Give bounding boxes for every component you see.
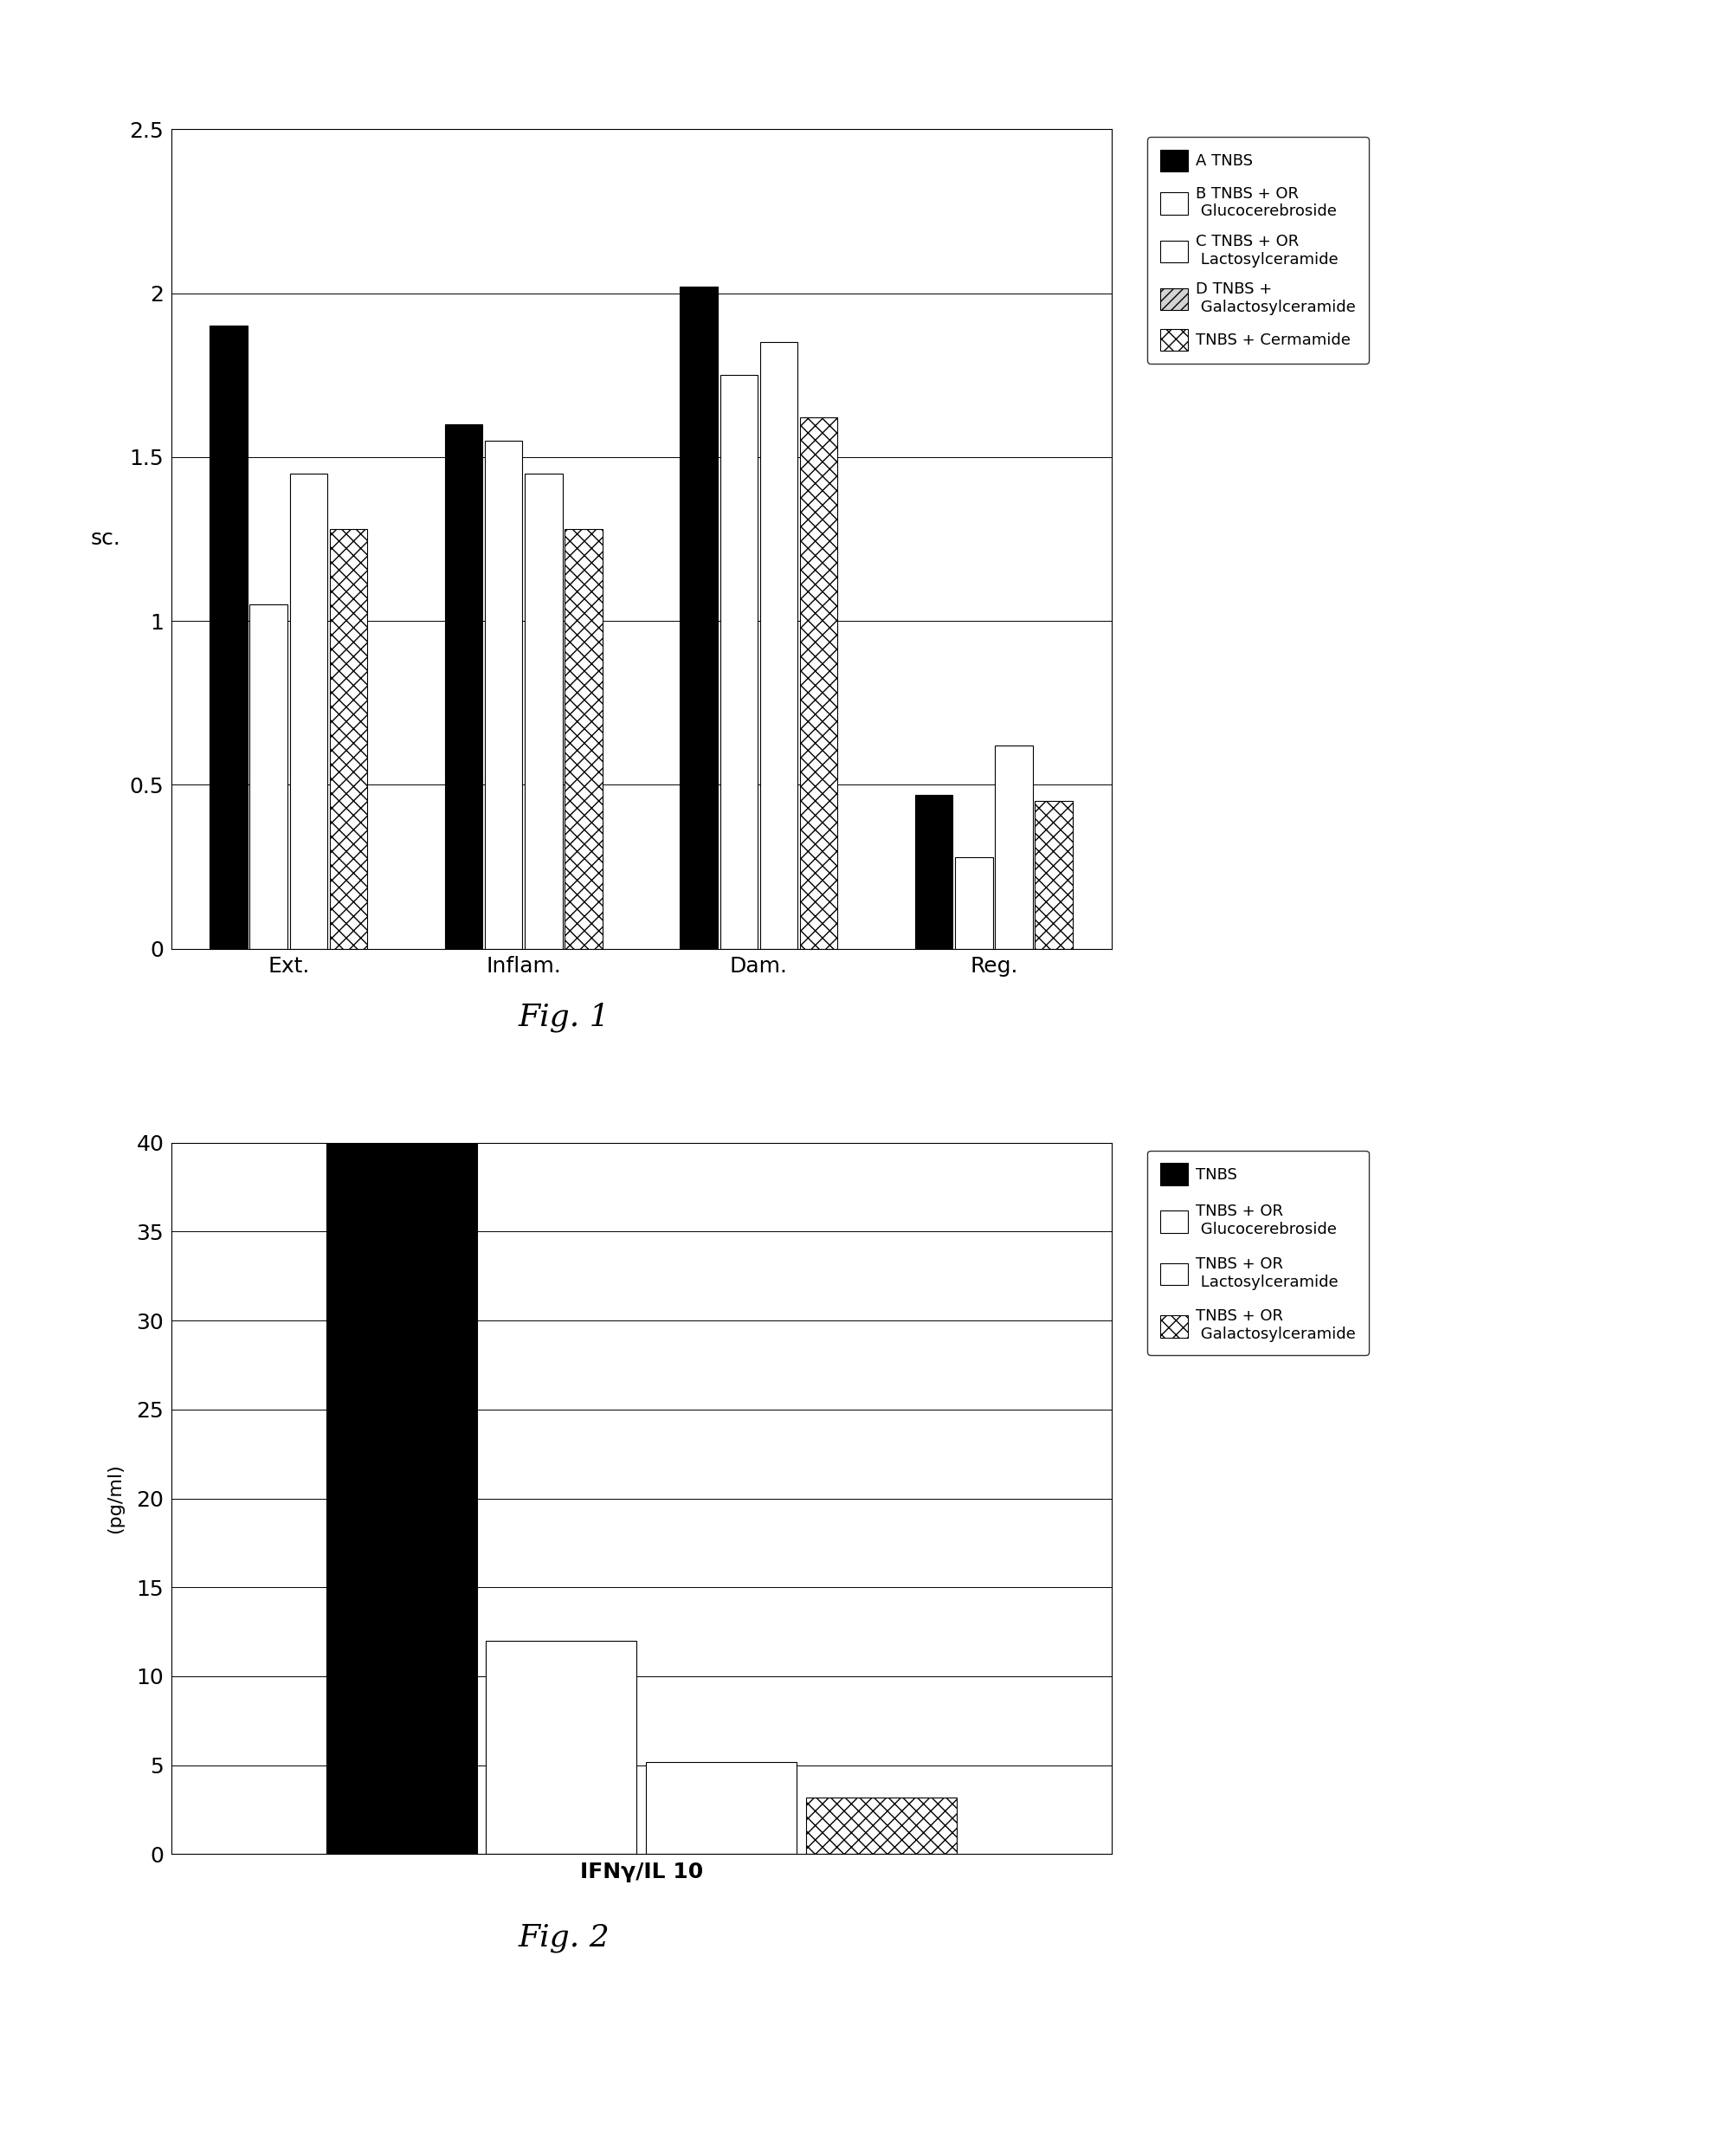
Bar [1035,802,1072,949]
Bar [327,1143,477,1854]
Legend: A TNBS, B TNBS + OR
 Glucocerebroside, C TNBS + OR
 Lactosylceramide, D TNBS +
 : A TNBS, B TNBS + OR Glucocerebroside, C … [1147,138,1368,364]
Text: Fig. 2: Fig. 2 [518,1923,610,1953]
Bar [250,604,287,949]
Bar [525,474,563,949]
Bar [720,375,758,949]
Bar [564,528,602,949]
Y-axis label: sc.: sc. [91,528,120,550]
Text: Fig. 1: Fig. 1 [518,1003,610,1033]
Bar [445,425,482,949]
Bar [800,418,838,949]
Bar [805,1798,956,1854]
Bar [289,474,327,949]
Bar [646,1761,797,1854]
Legend: TNBS, TNBS + OR
 Glucocerebroside, TNBS + OR
 Lactosylceramide, TNBS + OR
 Galac: TNBS, TNBS + OR Glucocerebroside, TNBS +… [1147,1151,1368,1354]
Bar [330,528,368,949]
Bar [956,856,994,949]
Bar [759,343,797,949]
Bar [995,746,1033,949]
Bar [486,440,523,949]
Bar [681,287,718,949]
Y-axis label: (pg/ml): (pg/ml) [106,1464,125,1533]
Bar [486,1641,636,1854]
Bar [210,326,248,949]
Bar [915,796,952,949]
